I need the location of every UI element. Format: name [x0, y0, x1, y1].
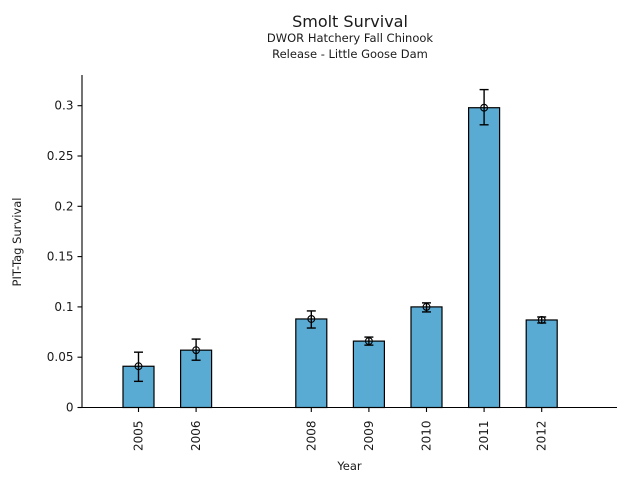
chart-subtitle-2: Release - Little Goose Dam	[272, 47, 428, 61]
x-tick-label-2006: 2006	[189, 421, 203, 452]
point-marker-2011	[480, 103, 489, 112]
point-marker-2010	[422, 302, 431, 311]
y-tick-label: 0.15	[47, 250, 74, 264]
point-marker-2008	[307, 315, 316, 323]
y-axis-title: PIT-Tag Survival	[10, 198, 24, 287]
x-tick-label-2009: 2009	[362, 421, 376, 452]
point-marker-2005	[134, 362, 143, 371]
point-marker-2009	[364, 337, 373, 346]
y-tick-label: 0	[66, 401, 74, 415]
x-tick-label-2008: 2008	[304, 421, 318, 452]
chart-title: Smolt Survival	[292, 12, 408, 31]
chart-subtitle-1: DWOR Hatchery Fall Chinook	[266, 31, 434, 45]
x-tick-label-2011: 2011	[477, 421, 491, 452]
point-marker-2012	[537, 316, 546, 324]
x-tick-label-2005: 2005	[132, 421, 146, 452]
bar-2010	[410, 306, 443, 409]
y-tick-label: 0.2	[54, 199, 73, 213]
point-marker-2006	[192, 346, 201, 355]
bar-2009	[352, 340, 385, 409]
x-tick-label-2012: 2012	[535, 421, 549, 452]
y-tick-label: 0.25	[47, 149, 74, 163]
x-axis-title: Year	[336, 459, 362, 473]
y-tick-label: 0.1	[54, 300, 73, 314]
bar-2012	[525, 319, 558, 409]
y-tick-label: 0.3	[54, 99, 73, 113]
bar-2008	[295, 318, 328, 409]
x-tick-label-2010: 2010	[420, 421, 434, 452]
bar-2011	[468, 107, 501, 409]
y-tick-label: 0.05	[47, 350, 74, 364]
